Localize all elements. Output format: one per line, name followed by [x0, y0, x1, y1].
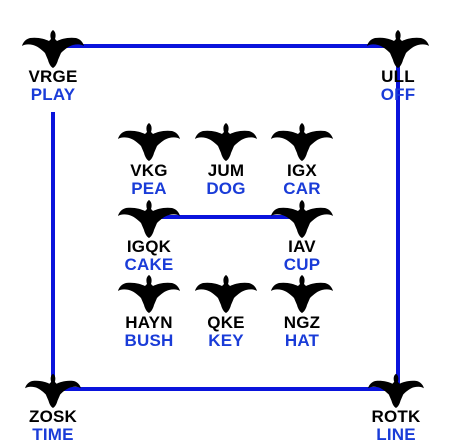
- node-code: IAV: [288, 237, 316, 256]
- node-word: PLAY: [30, 85, 76, 104]
- node-word: PEA: [131, 179, 167, 198]
- node-word: HAT: [284, 331, 320, 350]
- node-code: IGQK: [126, 237, 172, 256]
- node-code: VKG: [130, 161, 168, 180]
- node-code: ULL: [381, 67, 415, 86]
- node-igx: IGX CAR: [257, 120, 347, 198]
- node-word: CUP: [283, 255, 321, 274]
- node-code: NGZ: [283, 313, 321, 332]
- node-code: IGX: [287, 161, 317, 180]
- node-code: JUM: [207, 161, 245, 180]
- node-word: CAKE: [124, 255, 174, 274]
- bird-icon: [118, 275, 180, 313]
- bird-icon: [118, 123, 180, 161]
- bird-icon: [271, 275, 333, 313]
- node-code: ZOSK: [28, 407, 78, 426]
- node-code: VRGE: [28, 67, 78, 86]
- bird-icon: [367, 30, 429, 68]
- node-qke: QKE KEY: [181, 272, 271, 350]
- node-code: HAYN: [125, 313, 173, 332]
- bird-icon: [25, 373, 81, 408]
- node-ull: ULL OFF: [353, 28, 443, 104]
- node-word: OFF: [380, 85, 416, 104]
- node-word: LINE: [376, 425, 416, 444]
- node-vkg: VKG PEA: [104, 120, 194, 198]
- node-iav: IAV CUP: [257, 198, 347, 274]
- bird-icon: [271, 123, 333, 161]
- node-rotk: ROTK LINE: [351, 372, 441, 444]
- node-igqk: IGQK CAKE: [104, 198, 194, 274]
- node-ngz: NGZ HAT: [257, 272, 347, 350]
- node-hayn: HAYN BUSH: [104, 272, 194, 350]
- node-word: CAR: [283, 179, 321, 198]
- node-code: QKE: [207, 313, 245, 332]
- bird-icon: [195, 123, 257, 161]
- bird-icon: [271, 200, 333, 238]
- node-word: KEY: [208, 331, 244, 350]
- bird-icon: [22, 30, 84, 68]
- node-word: BUSH: [124, 331, 174, 350]
- node-vrge: VRGE PLAY: [8, 28, 98, 104]
- bird-icon: [118, 200, 180, 238]
- bird-icon: [195, 275, 257, 313]
- node-zosk: ZOSK TIME: [8, 372, 98, 444]
- node-word: TIME: [32, 425, 74, 444]
- bird-icon: [368, 373, 424, 408]
- node-word: DOG: [206, 179, 246, 198]
- node-code: ROTK: [371, 407, 421, 426]
- node-jum: JUM DOG: [181, 120, 271, 198]
